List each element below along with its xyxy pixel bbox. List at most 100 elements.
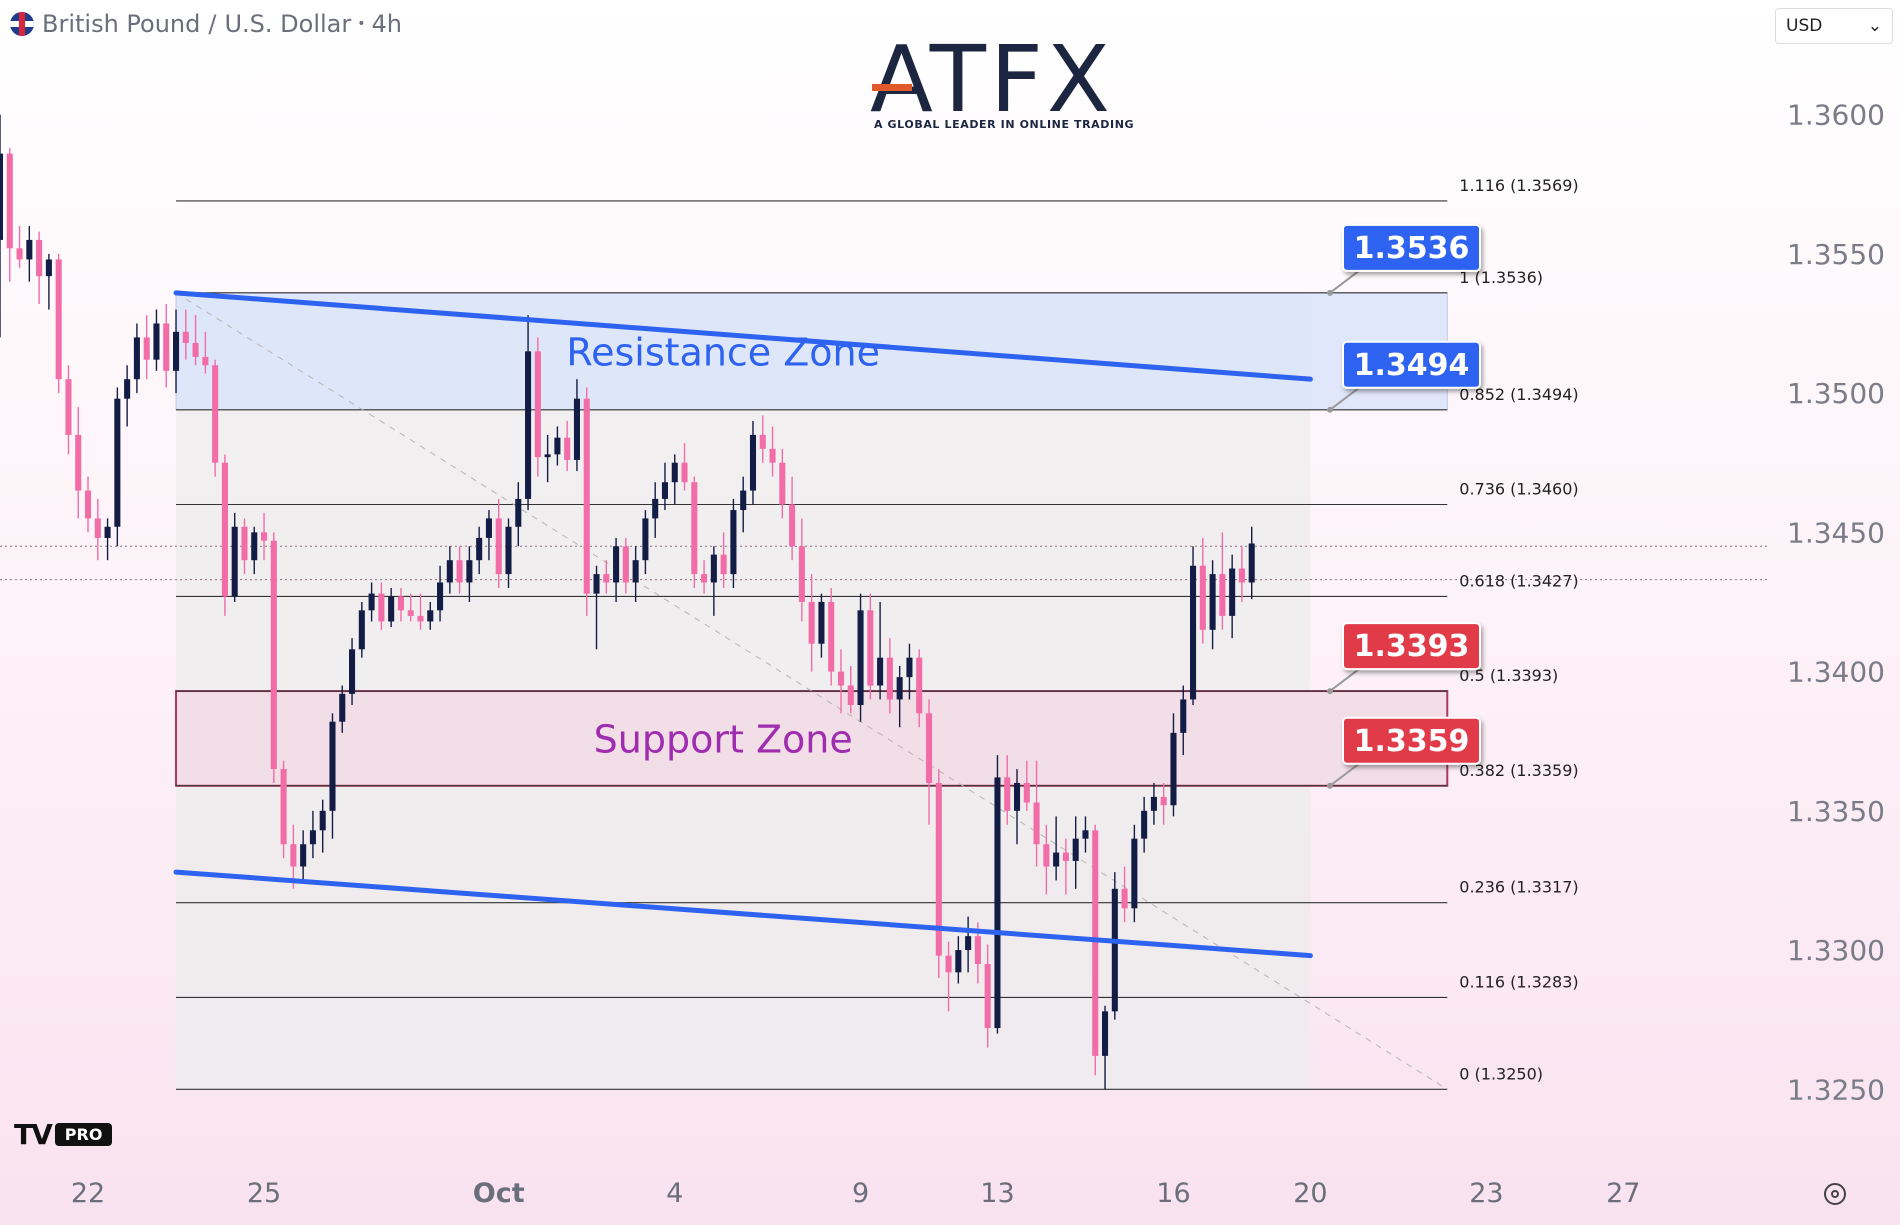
candle[interactable]: [133, 323, 140, 394]
candle[interactable]: [485, 510, 492, 561]
candle[interactable]: [1004, 755, 1011, 825]
candle[interactable]: [329, 713, 336, 839]
price-badge[interactable]: 1.3359: [1327, 716, 1481, 789]
candle[interactable]: [231, 512, 238, 602]
candle[interactable]: [1170, 713, 1177, 817]
candle[interactable]: [671, 454, 678, 505]
candle[interactable]: [1072, 816, 1079, 889]
candle[interactable]: [466, 546, 473, 602]
candle[interactable]: [1238, 546, 1245, 602]
candle[interactable]: [368, 582, 375, 622]
candle[interactable]: [221, 454, 228, 616]
candle[interactable]: [808, 574, 815, 672]
candle[interactable]: [1229, 554, 1236, 639]
candle[interactable]: [857, 593, 864, 722]
candle[interactable]: [916, 649, 923, 728]
candle[interactable]: [1111, 872, 1118, 1020]
candle[interactable]: [691, 476, 698, 589]
candle[interactable]: [182, 309, 189, 360]
candle[interactable]: [45, 253, 52, 310]
candle[interactable]: [94, 498, 101, 561]
candle[interactable]: [730, 498, 737, 589]
candle[interactable]: [124, 365, 131, 427]
candle[interactable]: [603, 560, 610, 594]
candle[interactable]: [309, 810, 316, 859]
candle[interactable]: [212, 359, 219, 477]
candle[interactable]: [877, 601, 884, 700]
candle[interactable]: [779, 448, 786, 519]
candle[interactable]: [573, 379, 580, 472]
candle[interactable]: [837, 649, 845, 714]
candle[interactable]: [1033, 760, 1040, 867]
price-badge[interactable]: 1.3393: [1327, 622, 1481, 695]
candle[interactable]: [427, 601, 434, 630]
candle[interactable]: [798, 518, 805, 622]
candle[interactable]: [6, 148, 13, 282]
candle[interactable]: [886, 638, 893, 714]
candle[interactable]: [789, 476, 796, 561]
candle[interactable]: [828, 588, 835, 686]
candle[interactable]: [261, 512, 268, 561]
candle[interactable]: [632, 546, 639, 602]
candle[interactable]: [104, 518, 111, 561]
candle[interactable]: [270, 532, 277, 783]
candle[interactable]: [710, 546, 717, 616]
price-badge[interactable]: 1.3494: [1327, 340, 1481, 413]
candle[interactable]: [1101, 1005, 1109, 1090]
candle[interactable]: [290, 824, 297, 889]
candle[interactable]: [955, 936, 962, 984]
candle[interactable]: [613, 537, 620, 602]
candle[interactable]: [456, 546, 463, 594]
candle[interactable]: [544, 434, 551, 483]
channel-upper-line[interactable]: [173, 290, 1313, 382]
candle[interactable]: [319, 799, 326, 853]
candle[interactable]: [437, 565, 444, 622]
candle[interactable]: [515, 482, 522, 547]
candle[interactable]: [1199, 537, 1206, 644]
candle[interactable]: [994, 755, 1001, 1034]
candle[interactable]: [84, 476, 92, 533]
candle[interactable]: [622, 537, 629, 594]
candle[interactable]: [720, 532, 727, 589]
candle[interactable]: [143, 315, 150, 380]
candle[interactable]: [984, 944, 991, 1048]
candle[interactable]: [1131, 824, 1138, 923]
candle[interactable]: [965, 916, 972, 973]
candle[interactable]: [241, 518, 248, 575]
candle[interactable]: [75, 407, 82, 519]
candle[interactable]: [55, 253, 62, 394]
candle[interactable]: [945, 941, 952, 1012]
candle[interactable]: [192, 315, 199, 366]
candle[interactable]: [867, 593, 874, 700]
candle[interactable]: [769, 426, 776, 477]
candle[interactable]: [935, 769, 942, 978]
price-badge[interactable]: 1.3536: [1327, 223, 1481, 296]
candle[interactable]: [759, 415, 766, 463]
symbol-header[interactable]: British Pound / U.S. Dollar • 4h: [10, 10, 402, 38]
candle[interactable]: [1043, 824, 1050, 895]
candle[interactable]: [1082, 816, 1089, 853]
candle[interactable]: [446, 546, 453, 594]
candle[interactable]: [495, 498, 502, 589]
candle[interactable]: [1160, 782, 1167, 825]
candle[interactable]: [1013, 769, 1021, 845]
candle[interactable]: [1053, 816, 1060, 881]
channel-lower-line[interactable]: [173, 869, 1313, 959]
candle[interactable]: [1092, 824, 1099, 1076]
candle[interactable]: [1062, 838, 1069, 895]
candle[interactable]: [388, 588, 395, 628]
candle[interactable]: [1141, 796, 1148, 853]
candle[interactable]: [1121, 866, 1128, 923]
candle[interactable]: [153, 309, 160, 371]
candle[interactable]: [417, 593, 424, 630]
candle[interactable]: [583, 387, 590, 616]
candle[interactable]: [26, 226, 33, 282]
candle[interactable]: [818, 593, 825, 658]
currency-selector[interactable]: USD ⌄: [1775, 8, 1893, 44]
candle[interactable]: [114, 387, 121, 547]
candle[interactable]: [202, 331, 209, 374]
candle[interactable]: [740, 476, 747, 533]
candle[interactable]: [300, 830, 307, 881]
candle[interactable]: [0, 114, 4, 338]
